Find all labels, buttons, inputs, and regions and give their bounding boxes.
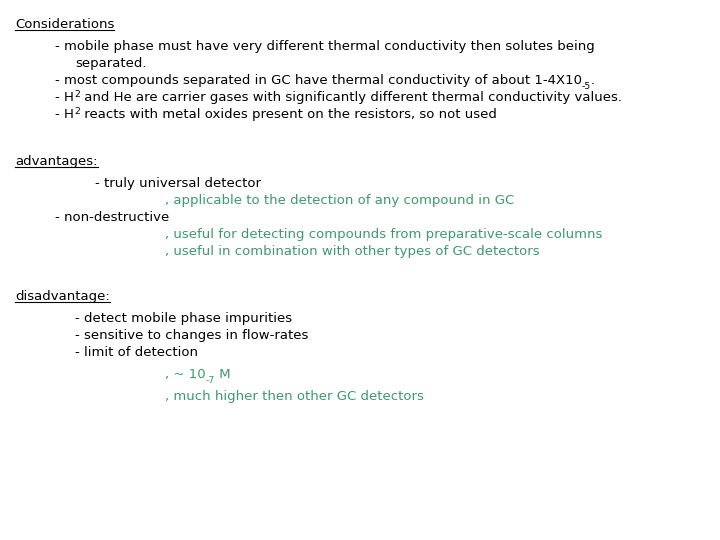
Text: - sensitive to changes in flow-rates: - sensitive to changes in flow-rates (75, 329, 308, 342)
Text: advantages:: advantages: (15, 155, 97, 168)
Text: , ~ 10: , ~ 10 (165, 368, 206, 381)
Text: - H: - H (55, 91, 74, 104)
Text: - limit of detection: - limit of detection (75, 346, 198, 359)
Text: and He are carrier gases with significantly different thermal conductivity value: and He are carrier gases with significan… (80, 91, 622, 104)
Text: , much higher then other GC detectors: , much higher then other GC detectors (165, 390, 424, 403)
Text: Considerations: Considerations (15, 18, 114, 31)
Text: disadvantage:: disadvantage: (15, 290, 109, 303)
Text: - non-destructive: - non-destructive (55, 211, 169, 224)
Text: - detect mobile phase impurities: - detect mobile phase impurities (75, 312, 292, 325)
Text: - mobile phase must have very different thermal conductivity then solutes being: - mobile phase must have very different … (55, 40, 595, 53)
Text: , useful in combination with other types of GC detectors: , useful in combination with other types… (165, 245, 539, 258)
Text: , applicable to the detection of any compound in GC: , applicable to the detection of any com… (165, 194, 514, 207)
Text: - most compounds separated in GC have thermal conductivity of about 1-4X10: - most compounds separated in GC have th… (55, 74, 582, 87)
Text: M: M (215, 368, 230, 381)
Text: separated.: separated. (75, 57, 146, 70)
Text: - H: - H (55, 108, 74, 121)
Text: 2: 2 (74, 107, 80, 116)
Text: , useful for detecting compounds from preparative-scale columns: , useful for detecting compounds from pr… (165, 228, 603, 241)
Text: reacts with metal oxides present on the resistors, so not used: reacts with metal oxides present on the … (80, 108, 497, 121)
Text: 2: 2 (74, 90, 80, 99)
Text: -7: -7 (206, 376, 215, 385)
Text: - truly universal detector: - truly universal detector (95, 177, 261, 190)
Text: -5: -5 (582, 82, 591, 91)
Text: .: . (591, 74, 595, 87)
